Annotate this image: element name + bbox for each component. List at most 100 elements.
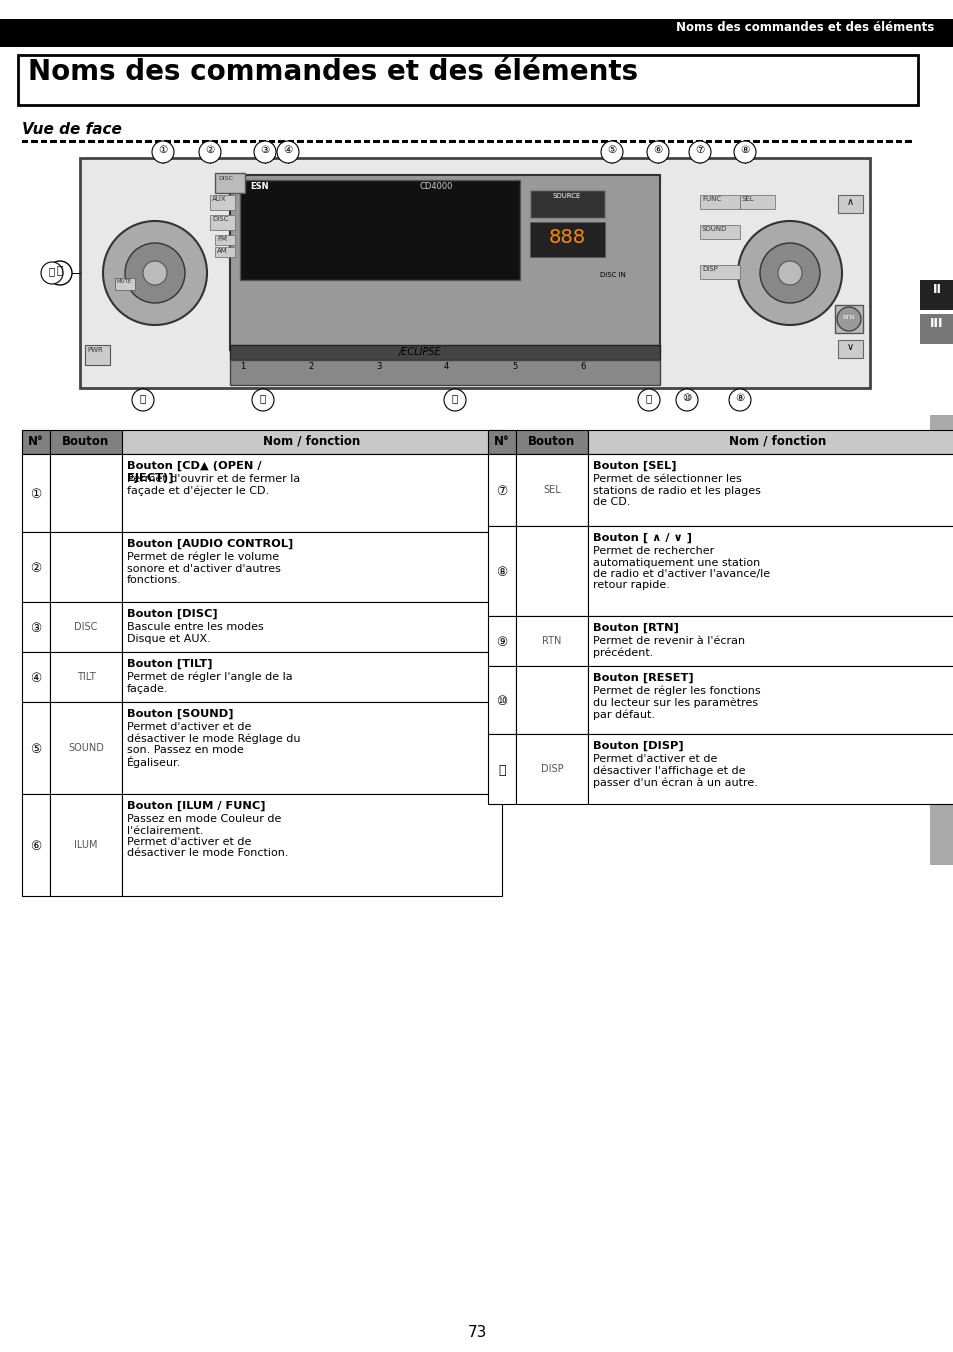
- Bar: [724, 141, 731, 143]
- Circle shape: [778, 261, 801, 285]
- Bar: [696, 141, 702, 143]
- Bar: [686, 141, 693, 143]
- Text: Nom / fonction: Nom / fonction: [729, 435, 825, 448]
- Bar: [259, 141, 266, 143]
- Bar: [50, 652, 122, 702]
- Bar: [22, 652, 50, 702]
- Text: Bouton: Bouton: [528, 435, 575, 448]
- Text: Bouton [RESET]: Bouton [RESET]: [593, 673, 693, 683]
- Text: automatiquement une station: automatiquement une station: [593, 557, 760, 568]
- Bar: [50, 702, 122, 794]
- Bar: [231, 141, 237, 143]
- Bar: [0, 19, 953, 47]
- Bar: [214, 235, 234, 245]
- Text: Égaliseur.: Égaliseur.: [127, 757, 181, 768]
- Bar: [364, 141, 370, 143]
- Circle shape: [600, 141, 622, 164]
- Text: 3: 3: [375, 362, 381, 370]
- Bar: [269, 141, 275, 143]
- Text: ⑪: ⑪: [645, 393, 652, 403]
- Text: ①: ①: [30, 488, 42, 502]
- Bar: [734, 141, 740, 143]
- Bar: [587, 526, 953, 617]
- Text: Permet d'ouvrir et de fermer la: Permet d'ouvrir et de fermer la: [127, 475, 300, 484]
- Bar: [80, 158, 869, 388]
- Text: Bouton [TILT]: Bouton [TILT]: [127, 658, 213, 669]
- Text: SOUND: SOUND: [701, 226, 726, 233]
- Bar: [154, 141, 161, 143]
- Text: Permet d'activer et de: Permet d'activer et de: [127, 722, 251, 731]
- Text: désactiver l'affichage et de: désactiver l'affichage et de: [593, 765, 744, 776]
- Text: ∧: ∧: [845, 197, 853, 207]
- Text: 73: 73: [467, 1325, 486, 1340]
- Text: sonore et d'activer d'autres: sonore et d'activer d'autres: [127, 564, 280, 573]
- Text: 888: 888: [548, 228, 585, 247]
- Bar: [89, 141, 95, 143]
- Text: par défaut.: par défaut.: [593, 708, 655, 719]
- Bar: [791, 141, 797, 143]
- Circle shape: [41, 262, 63, 284]
- Text: l'éclairement.: l'éclairement.: [127, 826, 203, 836]
- Bar: [22, 141, 29, 143]
- Text: ⑦: ⑦: [496, 485, 507, 498]
- Bar: [477, 141, 484, 143]
- Bar: [22, 602, 50, 652]
- Text: ⑨: ⑨: [496, 635, 507, 649]
- Bar: [700, 265, 740, 279]
- Text: AUX: AUX: [212, 196, 227, 201]
- Text: Permet de régler l'angle de la: Permet de régler l'angle de la: [127, 672, 293, 683]
- Circle shape: [738, 220, 841, 324]
- Bar: [117, 141, 123, 143]
- Bar: [411, 141, 417, 143]
- Bar: [335, 141, 341, 143]
- Bar: [857, 141, 863, 143]
- Text: ②: ②: [30, 562, 42, 575]
- Bar: [355, 141, 360, 143]
- Bar: [210, 195, 234, 210]
- Bar: [50, 454, 122, 531]
- Bar: [214, 173, 245, 193]
- Text: Noms des commandes et des éléments: Noms des commandes et des éléments: [28, 58, 638, 87]
- Circle shape: [132, 389, 153, 411]
- Bar: [22, 454, 50, 531]
- Bar: [468, 141, 475, 143]
- Bar: [50, 531, 122, 602]
- Text: stations de radio et les plages: stations de radio et les plages: [593, 485, 760, 495]
- Bar: [639, 141, 645, 143]
- Circle shape: [276, 141, 298, 164]
- Bar: [240, 141, 247, 143]
- Text: façade.: façade.: [127, 684, 169, 694]
- Text: ②: ②: [205, 145, 214, 155]
- Bar: [587, 430, 953, 454]
- Text: SEL: SEL: [741, 196, 754, 201]
- Bar: [122, 531, 501, 602]
- Circle shape: [199, 141, 221, 164]
- Text: ③: ③: [260, 145, 270, 155]
- Text: de radio et d'activer l'avance/le: de radio et d'activer l'avance/le: [593, 569, 769, 579]
- Text: ⑥: ⑥: [653, 145, 662, 155]
- Bar: [587, 617, 953, 667]
- Text: Permet de régler les fonctions: Permet de régler les fonctions: [593, 685, 760, 696]
- Text: Bouton [ILUM / FUNC]: Bouton [ILUM / FUNC]: [127, 800, 265, 811]
- Bar: [516, 454, 587, 526]
- Text: Bouton [ ∧ / ∨ ]: Bouton [ ∧ / ∨ ]: [593, 533, 691, 544]
- Text: DISC: DISC: [212, 216, 228, 222]
- Bar: [516, 141, 522, 143]
- Circle shape: [728, 389, 750, 411]
- Text: FM: FM: [216, 237, 227, 242]
- Text: ④: ④: [30, 672, 42, 685]
- Bar: [22, 531, 50, 602]
- Bar: [658, 141, 664, 143]
- Circle shape: [836, 307, 861, 331]
- Bar: [31, 141, 38, 143]
- Bar: [458, 141, 465, 143]
- Bar: [240, 180, 519, 280]
- Text: ⑥: ⑥: [30, 840, 42, 853]
- Bar: [847, 141, 854, 143]
- Bar: [122, 652, 501, 702]
- Text: ⑤: ⑤: [30, 744, 42, 756]
- Circle shape: [760, 243, 820, 303]
- Text: ①: ①: [158, 145, 168, 155]
- Bar: [230, 174, 659, 350]
- Text: 6: 6: [579, 362, 585, 370]
